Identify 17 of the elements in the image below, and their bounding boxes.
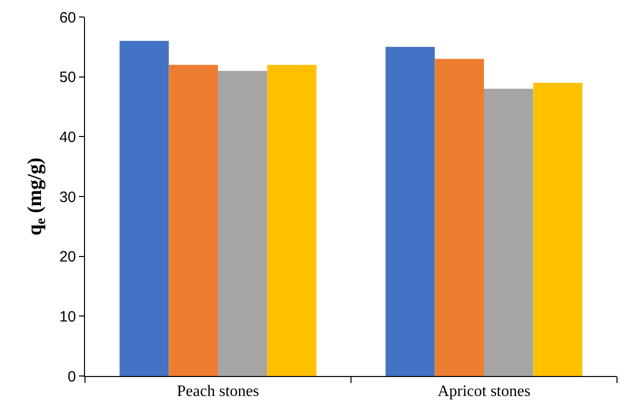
y-tick-label: 30 [59,188,76,206]
bar [533,82,582,376]
x-tick-label: Apricot stones [438,383,530,400]
y-tick-label: 40 [59,128,76,146]
y-tick-label: 50 [59,69,76,86]
y-tick-label: 0 [68,368,76,386]
bar [267,64,316,376]
x-tick-label: Peach stones [176,383,260,400]
bar [434,58,484,376]
bar [218,70,268,376]
bar [168,64,218,376]
y-tick-label: 60 [59,9,76,26]
bar [386,46,435,376]
bar [120,40,169,376]
y-tick-label: 10 [59,308,76,326]
y-tick-label: 20 [59,248,76,266]
bar [484,88,534,376]
